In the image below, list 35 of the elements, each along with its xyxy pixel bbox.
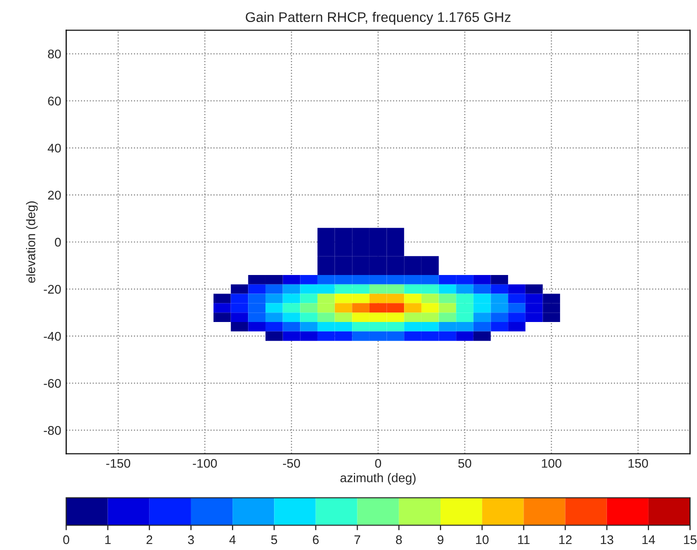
y-tick-label: -60 [44, 378, 61, 388]
color-bar-label: 1 [105, 535, 111, 544]
color-bar-label: 13 [600, 535, 614, 544]
color-bar-label: 0 [63, 535, 70, 544]
chart-title: Gain Pattern RHCP, frequency 1.1765 GHz [246, 12, 510, 25]
y-tick-label: 60 [48, 96, 61, 106]
y-axis-title: elevation (deg) [26, 201, 38, 283]
color-bar-label: 7 [354, 535, 360, 544]
y-tick-label: -40 [44, 332, 61, 341]
y-tick-label: -20 [44, 284, 61, 294]
y-tick-label: 0 [54, 238, 61, 247]
x-tick-label: 100 [542, 458, 562, 468]
y-tick-label: 80 [48, 50, 61, 58]
y-tick-label: 40 [48, 144, 61, 153]
y-tick-label: -80 [44, 426, 61, 435]
color-bar-label: 4 [229, 535, 236, 544]
color-bar-label: 8 [396, 535, 402, 544]
color-bar-label: 15 [684, 535, 696, 544]
x-tick-label: 0 [375, 458, 382, 468]
y-tick-label: 20 [48, 190, 61, 200]
color-bar-label: 2 [146, 535, 152, 544]
x-tick-label: -100 [192, 458, 217, 468]
x-tick-label: -50 [283, 458, 300, 468]
color-bar-label: 11 [518, 535, 530, 544]
color-bar-label: 12 [559, 535, 572, 544]
color-bar-label: 6 [312, 535, 319, 544]
x-tick-label: 50 [458, 458, 472, 468]
color-bar-label: 5 [271, 535, 278, 544]
x-tick-label: 150 [628, 458, 648, 468]
color-bar-label: 10 [476, 535, 489, 544]
color-bar-label: 3 [188, 535, 194, 544]
x-axis-title: azimuth (deg) [340, 473, 416, 485]
color-bar-label: 14 [642, 535, 656, 544]
color-bar-label: 9 [438, 535, 444, 544]
x-tick-label: -150 [106, 458, 130, 468]
